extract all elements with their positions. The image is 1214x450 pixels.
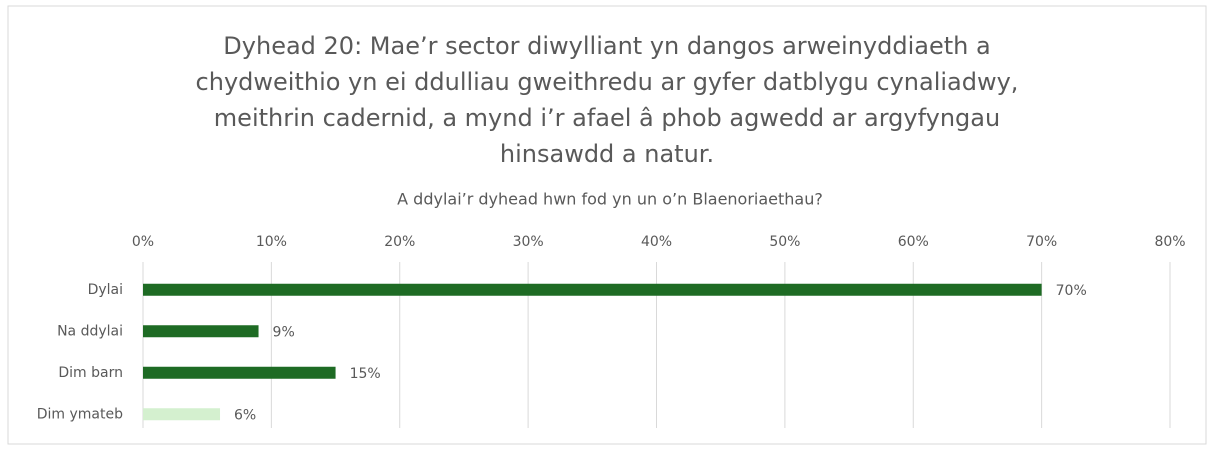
y-tick-label: Dylai: [88, 282, 123, 298]
x-tick-label: 30%: [513, 234, 544, 250]
y-tick-label: Dim ymateb: [37, 406, 123, 422]
bar: [143, 366, 336, 379]
data-label: 9%: [273, 324, 295, 340]
x-tick-label: 60%: [898, 234, 929, 250]
y-tick-label: Dim barn: [58, 365, 123, 381]
x-tick-label: 80%: [1154, 234, 1185, 250]
x-tick-label: 0%: [132, 234, 154, 250]
chart-frame: [7, 5, 1207, 445]
x-tick-label: 40%: [641, 234, 672, 250]
x-tick-label: 10%: [256, 234, 287, 250]
bar: [143, 408, 221, 421]
data-label: 70%: [1056, 283, 1087, 299]
chart-title: Dyhead 20: Mae’r sector diwylliant yn da…: [195, 32, 1019, 168]
x-tick-label: 50%: [769, 234, 800, 250]
data-label: 6%: [234, 407, 256, 423]
x-tick-label: 20%: [384, 234, 415, 250]
bar: [143, 325, 259, 338]
y-tick-label: Na ddylai: [57, 323, 123, 339]
bar: [143, 283, 1042, 296]
x-tick-label: 70%: [1026, 234, 1057, 250]
chart-subtitle: A ddylai’r dyhead hwn fod yn un o’n Blae…: [397, 190, 823, 209]
data-label: 15%: [350, 366, 381, 382]
